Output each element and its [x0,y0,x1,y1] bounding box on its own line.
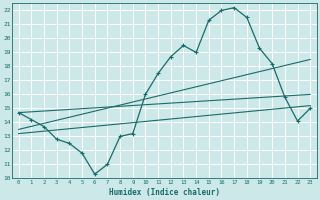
X-axis label: Humidex (Indice chaleur): Humidex (Indice chaleur) [109,188,220,197]
